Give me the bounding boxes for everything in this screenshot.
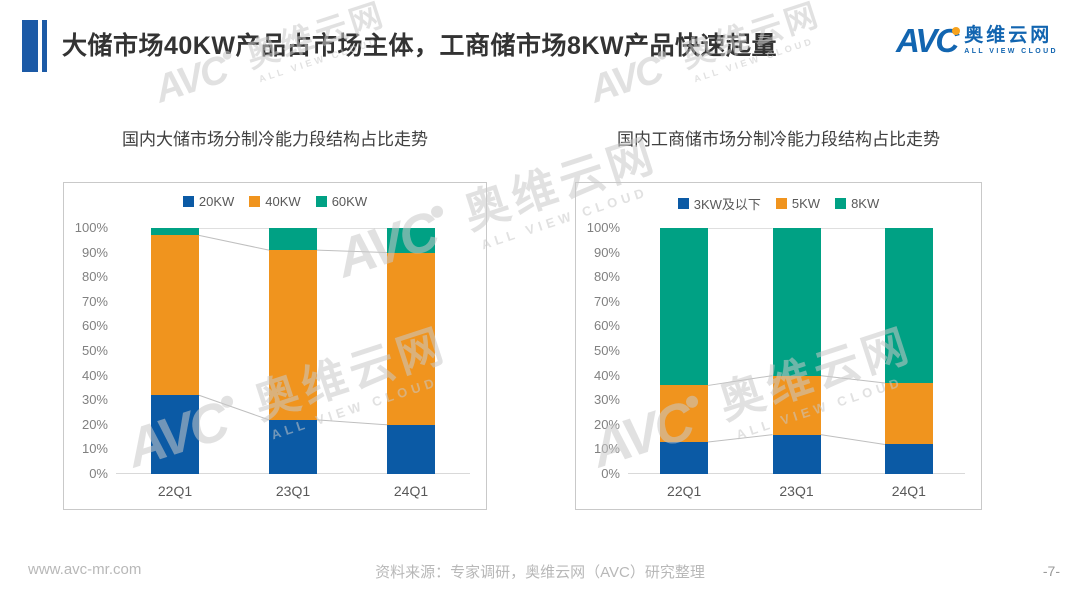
y-tick-label: 100% xyxy=(74,220,108,235)
bar-segment-40KW xyxy=(151,235,199,396)
page-number: -7- xyxy=(1042,563,1060,579)
bar-segment-60KW xyxy=(151,228,199,236)
bar-segment-8KW xyxy=(772,228,821,376)
y-tick-label: 90% xyxy=(593,244,620,260)
bar-segment-5KW xyxy=(660,385,709,443)
y-tick-label: 10% xyxy=(81,441,108,457)
legend-swatch-icon xyxy=(315,196,327,207)
plot-area xyxy=(628,228,965,474)
legend-swatch-icon xyxy=(835,198,847,209)
y-tick-label: 100% xyxy=(586,220,620,235)
x-tick-label: 23Q1 xyxy=(779,483,814,499)
avc-logo: AVC 奥维云网 ALL VIEW CLOUD xyxy=(896,24,1058,57)
bar-segment-3KW及以下 xyxy=(660,442,709,474)
chart-frame: 3KW及以下 5KW 8KW 0% 10% 20% 30% 40% 50% 60% 70% 80% 9… xyxy=(575,182,982,510)
bar-segment-3KW及以下 xyxy=(772,434,821,474)
bar-segment-20KW xyxy=(269,419,317,474)
chart-frame: 20KW 40KW 60KW 0% 10% 20% 30% 40% 50% 60% 70% 80% 9… xyxy=(63,182,487,510)
footer-website: www.avc-mr.com xyxy=(28,561,142,578)
legend-item: 5KW xyxy=(775,194,821,213)
bar-segment-40KW xyxy=(387,252,435,425)
legend-swatch-icon xyxy=(775,198,787,209)
y-tick-label: 50% xyxy=(593,343,620,358)
y-tick-label: 80% xyxy=(81,269,108,285)
legend-label: 3KW及以下 xyxy=(693,197,761,212)
stacked-bar-23Q1 xyxy=(772,228,821,474)
y-tick-label: 10% xyxy=(593,441,620,457)
logo-brand-text: AVC xyxy=(896,22,959,59)
legend-swatch-icon xyxy=(677,198,689,209)
legend-label: 20KW xyxy=(198,194,235,209)
x-axis: 22Q1 23Q1 24Q1 xyxy=(116,483,470,503)
bar-segment-3KW及以下 xyxy=(884,444,933,474)
title-accent-bars xyxy=(22,20,47,72)
series-connector-lines xyxy=(708,228,885,445)
legend-swatch-icon xyxy=(249,196,261,207)
y-tick-label: 50% xyxy=(81,343,108,358)
chart-legend: 3KW及以下 5KW 8KW xyxy=(576,194,981,213)
plot-area xyxy=(116,228,470,474)
stacked-bar-23Q1 xyxy=(269,228,317,474)
bar-segment-8KW xyxy=(884,228,933,383)
legend-label: 60KW xyxy=(331,194,368,209)
legend-label: 40KW xyxy=(265,194,301,209)
stacked-bar-24Q1 xyxy=(387,228,435,474)
legend-label: 8KW xyxy=(851,196,880,211)
bar-segment-60KW xyxy=(269,228,317,251)
x-tick-label: 24Q1 xyxy=(393,483,429,499)
x-tick-label: 24Q1 xyxy=(891,483,926,499)
y-tick-label: 90% xyxy=(81,244,108,260)
y-tick-label: 0% xyxy=(601,466,620,481)
y-axis: 0% 10% 20% 30% 40% 50% 60% 70% 80% 90% 100% xyxy=(576,220,620,481)
y-tick-label: 40% xyxy=(81,367,108,383)
chart-title: 国内工商储市场分制冷能力段结构占比走势 xyxy=(617,130,940,149)
y-tick-label: 80% xyxy=(593,269,620,285)
x-tick-label: 22Q1 xyxy=(157,483,193,499)
y-tick-label: 30% xyxy=(593,392,620,408)
bar-segment-60KW xyxy=(387,228,435,253)
x-axis: 22Q1 23Q1 24Q1 xyxy=(628,483,965,503)
logo-tagline: ALL VIEW CLOUD xyxy=(964,48,1058,56)
y-tick-label: 60% xyxy=(593,318,620,334)
y-tick-label: 0% xyxy=(89,466,108,481)
stacked-bar-24Q1 xyxy=(884,228,933,474)
y-tick-label: 20% xyxy=(593,416,620,432)
accent-bar-thin xyxy=(42,20,47,72)
logo-name-cn: 奥维云网 xyxy=(964,24,1053,46)
legend-label: 5KW xyxy=(791,196,821,211)
accent-bar-wide xyxy=(22,20,38,72)
footer-source: 资料来源：专家调研，奥维云网（AVC）研究整理 xyxy=(375,564,705,581)
chart-title: 国内大储市场分制冷能力段结构占比走势 xyxy=(122,130,428,149)
bar-segment-8KW xyxy=(660,228,709,386)
y-axis: 0% 10% 20% 30% 40% 50% 60% 70% 80% 90% 100% xyxy=(64,220,108,481)
bar-segment-20KW xyxy=(387,424,435,474)
legend-item: 20KW xyxy=(182,194,235,209)
x-tick-label: 23Q1 xyxy=(275,483,311,499)
legend-swatch-icon xyxy=(182,196,194,207)
legend-item: 3KW及以下 xyxy=(677,194,761,213)
y-tick-label: 70% xyxy=(81,293,108,309)
chart-left: 国内大储市场分制冷能力段结构占比走势 20KW 40KW 60KW 0% 10% 20%… xyxy=(63,125,487,510)
page-title: 大储市场40KW产品占市场主体，工商储市场8KW产品快速起量 xyxy=(62,32,778,60)
bar-segment-5KW xyxy=(884,382,933,445)
y-tick-label: 40% xyxy=(593,367,620,383)
logo-dot-icon xyxy=(952,27,961,35)
y-tick-label: 60% xyxy=(81,318,108,334)
y-tick-label: 30% xyxy=(81,392,108,408)
bar-segment-20KW xyxy=(151,395,199,474)
legend-item: 60KW xyxy=(315,194,368,209)
legend-item: 8KW xyxy=(835,194,879,213)
x-tick-label: 22Q1 xyxy=(667,483,702,499)
stacked-bar-22Q1 xyxy=(151,228,199,474)
y-tick-label: 70% xyxy=(593,293,620,309)
bar-segment-5KW xyxy=(772,375,821,435)
chart-right: 国内工商储市场分制冷能力段结构占比走势 3KW及以下 5KW 8KW 0% 10% 20… xyxy=(575,125,982,510)
y-tick-label: 20% xyxy=(81,416,108,432)
chart-legend: 20KW 40KW 60KW xyxy=(64,194,486,209)
stacked-bar-22Q1 xyxy=(660,228,709,474)
legend-item: 40KW xyxy=(249,194,301,209)
bar-segment-40KW xyxy=(269,250,317,420)
